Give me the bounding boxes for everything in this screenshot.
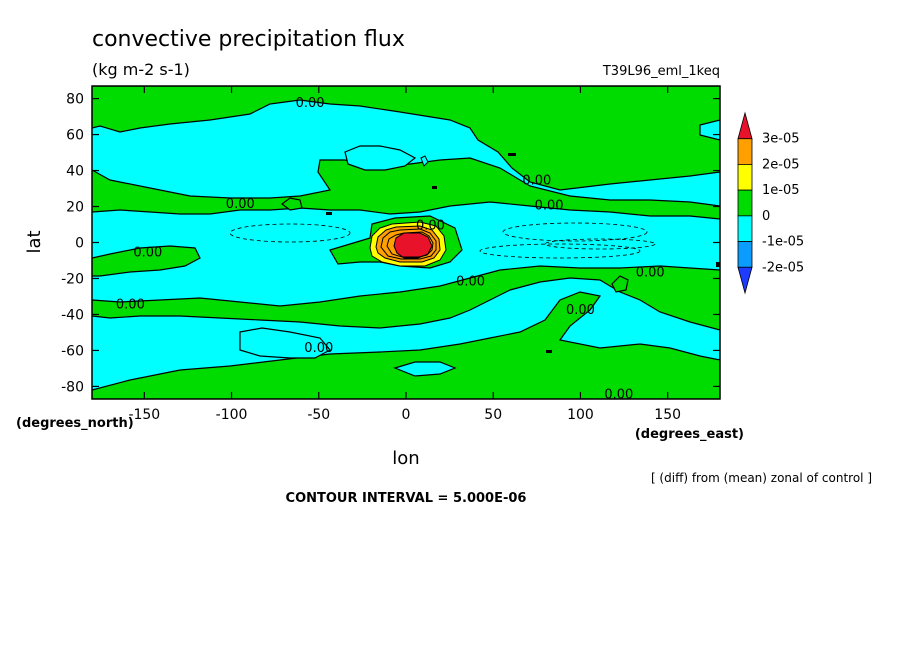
x-axis-label: lon [392,448,419,469]
colorbar-swatch [737,215,753,242]
chart-title: convective precipitation flux [92,27,405,52]
y-axis: 80 60 40 20 0 -20 -40 -60 -80 [61,92,720,395]
y-tick-label: 60 [66,128,84,144]
colorbar-swatch [737,241,753,268]
diff-note: [ (diff) from (mean) zonal of control ] [651,471,872,485]
y-units-label: (degrees_north) [16,416,134,431]
colorbar-label: 3e-05 [762,132,800,147]
y-tick-label: -60 [61,343,84,359]
x-tick-label: -150 [128,407,160,423]
south-cyan-island-2 [393,361,457,377]
x-tick-label: -50 [307,407,330,423]
x-tick-label: -100 [216,407,248,423]
north-polar-band [92,86,720,191]
contour-labels: 0.00 0.00 0.00 0.00 0.00 0.00 0.00 0.00 0.00 0.00… [116,96,665,403]
y-tick-label: 80 [66,92,84,108]
x-tick-label: 150 [654,407,681,423]
contour-label: 0.00 [456,274,485,289]
x-tick-label: 0 [402,407,411,423]
y-tick-label: -80 [61,379,84,395]
y-tick-label: -40 [61,307,84,323]
y-axis-label: lat [24,230,45,253]
contour-label: 0.00 [296,96,325,111]
contour-label: 0.00 [535,199,564,214]
north-green-islet [281,197,303,211]
north-green-belt [92,157,720,220]
x-units-label: (degrees_east) [635,427,744,442]
colorbar-swatch [737,189,753,217]
colorbar-swatch [737,266,753,295]
x-tick-label: 50 [484,407,502,423]
contour-label: 0.00 [116,298,145,313]
contour-label: 0.00 [226,197,255,212]
y-tick-label: 0 [75,236,84,252]
x-axis: -150 -100 -50 0 50 100 150 [128,86,681,423]
contour-fragments [326,153,720,353]
level-3e-05 [393,232,433,259]
chart-units: (kg m-2 s-1) [92,60,190,79]
colorbar-label: -1e-05 [762,235,804,250]
contour-label: 0.00 [416,219,445,234]
contour-spike [420,155,429,167]
colorbar-swatch [737,111,753,140]
colorbar-label: 0 [762,209,770,224]
east-green-islet [611,275,629,293]
plot-area: 0.00 0.00 0.00 0.00 0.00 0.00 0.00 0.00 0.00 0.00… [92,86,720,403]
contour-label: 0.00 [566,303,595,318]
y-tick-label: 20 [66,200,84,216]
colorbar-label: -2e-05 [762,260,804,275]
contour-label: 0.00 [304,341,333,356]
contour-label: 0.00 [636,265,665,280]
x-tick-label: 100 [567,407,594,423]
colorbar-label: 1e-05 [762,183,800,198]
precipitation-maximum [369,221,447,267]
colorbar-swatch [737,138,753,165]
y-tick-label: -20 [61,271,84,287]
north-cyan-island [344,145,417,171]
colorbar-swatch [737,164,753,191]
contour-label: 0.00 [133,245,162,260]
south-cyan-island [239,327,331,359]
tropical-green-band [92,245,201,277]
inner-contour-2 [386,231,434,258]
contour-label: 0.00 [522,174,551,189]
run-label: T39L96_eml_1keq [602,64,720,79]
inner-contour-1 [380,228,437,260]
negative-contours [229,222,656,259]
contour-interval-note: CONTOUR INTERVAL = 5.000E-06 [286,491,527,506]
south-green-belt [92,265,720,399]
contour-label: 0.00 [604,388,633,403]
colorbar-label: 2e-05 [762,157,800,172]
y-tick-label: 40 [66,164,84,180]
colorbar: 3e-05 2e-05 1e-05 0 -1e-05 -2e-05 [737,111,804,295]
